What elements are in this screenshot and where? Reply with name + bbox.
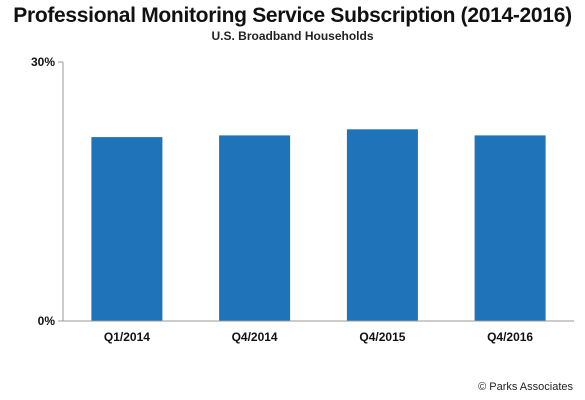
bar: [219, 135, 291, 321]
bar: [91, 137, 163, 321]
chart-subtitle: U.S. Broadband Households: [211, 29, 374, 43]
x-tick-label: Q4/2014: [232, 330, 278, 344]
bar: [474, 135, 546, 321]
bar: [346, 129, 418, 321]
chart-title: Professional Monitoring Service Subscrip…: [13, 4, 572, 27]
y-tick-label: 30%: [31, 55, 55, 69]
x-tick-label: Q4/2015: [359, 330, 405, 344]
x-tick-label: Q4/2016: [487, 330, 533, 344]
x-tick-label: Q1/2014: [104, 330, 150, 344]
copyright-notice: © Parks Associates: [478, 381, 573, 393]
y-tick-label: 0%: [38, 314, 56, 328]
